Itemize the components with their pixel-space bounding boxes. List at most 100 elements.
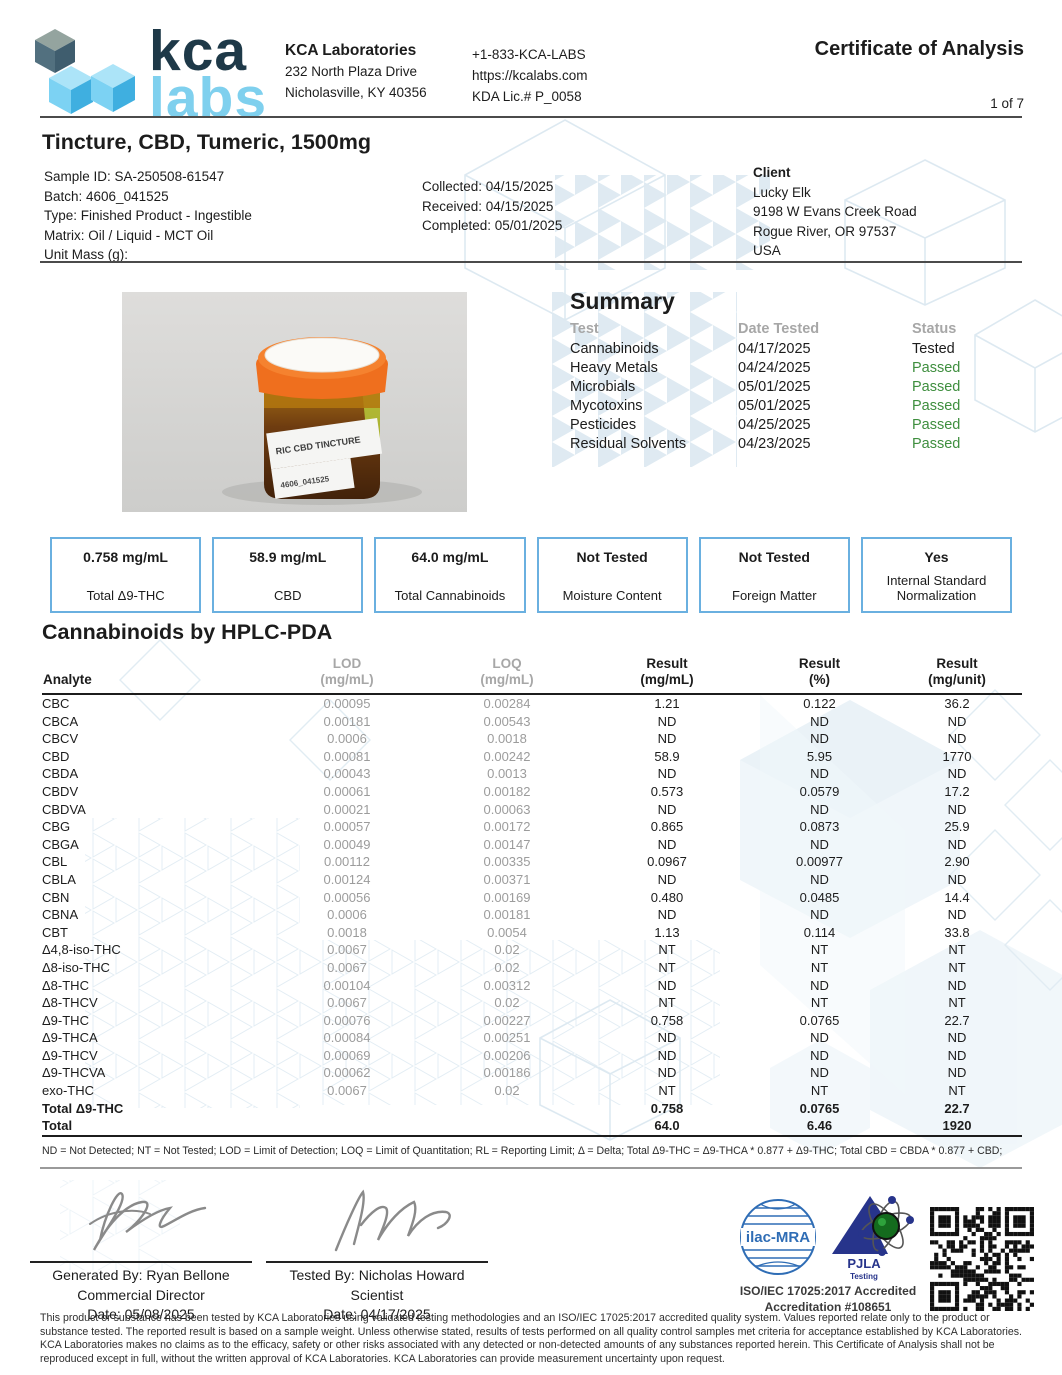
analyte-result-pct: ND <box>810 871 829 887</box>
lab-address-line2: Nicholasville, KY 40356 <box>285 85 427 100</box>
analyte-name: CBDV <box>42 783 79 799</box>
analyte-result-mgunit: ND <box>947 731 967 747</box>
analyte-result-mgunit: NT <box>948 959 966 975</box>
analyte-name: CBN <box>42 889 70 905</box>
analyte-loq: 0.00227 <box>483 1012 531 1028</box>
summary-date-tested: 05/01/2025 <box>738 378 811 395</box>
analyte-row: CBC 0.00095 0.00284 1.21 0.122 36.2 <box>42 694 1022 713</box>
logo-wordmark: kca labs <box>149 23 267 126</box>
result-box-label: Total Cannabinoids <box>394 588 506 603</box>
analyte-result-pct: NT <box>810 959 829 975</box>
analyte-result-pct: ND <box>810 977 829 993</box>
analyte-result-mgunit: NT <box>948 1083 966 1099</box>
lab-address-block: KCA Laboratories 232 North Plaza Drive N… <box>285 40 427 103</box>
analyte-result-mgunit: 22.7 <box>944 1100 970 1116</box>
analyte-lod: 0.0006 <box>327 907 367 923</box>
generated-signature-line <box>30 1261 252 1263</box>
analyte-lod: 0.0067 <box>327 995 367 1011</box>
ilac-mra-text: ilac-MRA <box>746 1229 810 1246</box>
analyte-lod: 0.00181 <box>323 713 371 729</box>
summary-test-name: Microbials <box>570 378 636 395</box>
analyte-result-pct: 0.0873 <box>799 819 840 835</box>
analyte-row: Δ4,8-iso-THC 0.0067 0.02 NT NT NT <box>42 941 1022 959</box>
summary-test-name: Pesticides <box>570 416 637 433</box>
page-number: 1 of 7 <box>990 96 1024 111</box>
analyte-result-mgml: ND <box>657 836 677 852</box>
result-box-value: Not Tested <box>576 549 648 565</box>
analyte-result-mgml: ND <box>657 731 677 747</box>
analyte-name: CBDVA <box>42 801 86 817</box>
analyte-loq: 0.0013 <box>487 766 527 782</box>
analyte-row: CBDA 0.00043 0.0013 ND ND ND <box>42 765 1022 783</box>
analyte-result-pct: 0.00977 <box>796 854 843 870</box>
analyte-result-mgml: ND <box>657 1047 677 1063</box>
analyte-loq: 0.00063 <box>483 801 531 817</box>
generated-by-name: Generated By: Ryan Bellone <box>52 1267 230 1283</box>
analyte-loq: 0.00206 <box>483 1047 531 1063</box>
analyte-name: Δ8-iso-THC <box>42 959 110 975</box>
analyte-result-mgml: ND <box>657 801 677 817</box>
analyte-row: CBT 0.0018 0.0054 1.13 0.114 33.8 <box>42 924 1022 942</box>
analyte-row: Total 64.0 6.46 1920 <box>42 1117 1022 1135</box>
analyte-result-mgml: ND <box>657 907 677 923</box>
analyte-name: CBL <box>42 854 68 870</box>
analyte-name: CBLA <box>42 871 76 887</box>
summary-status: Passed <box>912 378 961 395</box>
analyte-result-mgml: 64.0 <box>654 1118 680 1134</box>
analyte-result-pct: NT <box>810 942 829 958</box>
client-line: USA <box>753 243 781 258</box>
summary-date-tested: 05/01/2025 <box>738 397 811 414</box>
cannabinoids-section-title: Cannabinoids by HPLC-PDA <box>42 620 333 644</box>
product-title: Tincture, CBD, Tumeric, 1500mg <box>42 130 371 154</box>
analyte-name: Δ4,8-iso-THC <box>42 942 121 958</box>
analyte-name: Total Δ9-THC <box>42 1100 124 1116</box>
summary-status: Tested <box>912 340 955 357</box>
tested-by-role: Scientist <box>350 1286 404 1303</box>
result-box: 64.0 mg/mL Total Cannabinoids <box>374 537 526 613</box>
result-box: Yes Internal Standard Normalization <box>860 537 1013 613</box>
sample-date-line: Collected: 04/15/2025 <box>422 179 554 194</box>
tested-by-date: Date: 04/17/2025 <box>323 1306 431 1322</box>
summary-title: Summary <box>570 288 675 314</box>
analyte-lod: 0.00056 <box>323 889 371 905</box>
analyte-result-mgunit: ND <box>947 766 967 782</box>
analyte-lod: 0.0006 <box>327 731 367 747</box>
analyte-lod: 0.00112 <box>323 854 371 870</box>
tested-by-name: Tested By: Nicholas Howard <box>289 1267 465 1283</box>
result-box-label: Foreign Matter <box>732 588 817 603</box>
analyte-result-pct: 0.0485 <box>799 889 840 905</box>
analyte-lod <box>267 1100 427 1118</box>
analyte-loq: 0.00186 <box>483 1065 531 1081</box>
analyte-loq: 0.02 <box>494 995 520 1011</box>
col-header-result-mgml: Result (mg/mL) <box>587 655 747 695</box>
analyte-result-mgunit: ND <box>947 801 967 817</box>
analyte-name: Δ9-THCV <box>42 1047 98 1063</box>
analyte-result-mgml: NT <box>658 1083 676 1099</box>
analyte-result-pct: NT <box>810 995 829 1011</box>
analyte-lod: 0.00043 <box>323 766 371 782</box>
analyte-row: CBNA 0.0006 0.00181 ND ND ND <box>42 906 1022 924</box>
analyte-row: Δ9-THC 0.00076 0.00227 0.758 0.0765 22.7 <box>42 1012 1022 1030</box>
result-box-value: 0.758 mg/mL <box>83 549 168 565</box>
lab-license: KDA Lic.# P_0058 <box>472 89 582 104</box>
sample-date-line: Received: 04/15/2025 <box>422 198 554 214</box>
analyte-loq: 0.00172 <box>483 819 531 835</box>
lab-website-link[interactable]: https://kcalabs.com <box>472 68 588 83</box>
summary-test-name: Mycotoxins <box>570 397 643 414</box>
analyte-loq: 0.00169 <box>483 889 531 905</box>
generated-signature-icon <box>89 1192 207 1251</box>
analyte-result-mgunit: 17.2 <box>944 783 970 799</box>
analyte-loq: 0.00284 <box>483 696 531 711</box>
analyte-lod: 0.00049 <box>323 836 371 852</box>
analyte-row: CBGA 0.00049 0.00147 ND ND ND <box>42 836 1022 854</box>
analyte-result-mgunit: 2.90 <box>944 854 970 870</box>
analyte-loq: 0.02 <box>494 942 520 958</box>
analyte-lod <box>267 1117 427 1135</box>
sample-info-line: Matrix: Oil / Liquid - MCT Oil <box>44 227 214 243</box>
analyte-loq: 0.0018 <box>487 731 527 747</box>
analyte-result-mgml: ND <box>657 1030 677 1046</box>
analyte-name: CBG <box>42 819 71 835</box>
analyte-result-mgunit: 1920 <box>942 1118 972 1134</box>
analyte-row: Δ9-THCA 0.00084 0.00251 ND ND ND <box>42 1029 1022 1047</box>
